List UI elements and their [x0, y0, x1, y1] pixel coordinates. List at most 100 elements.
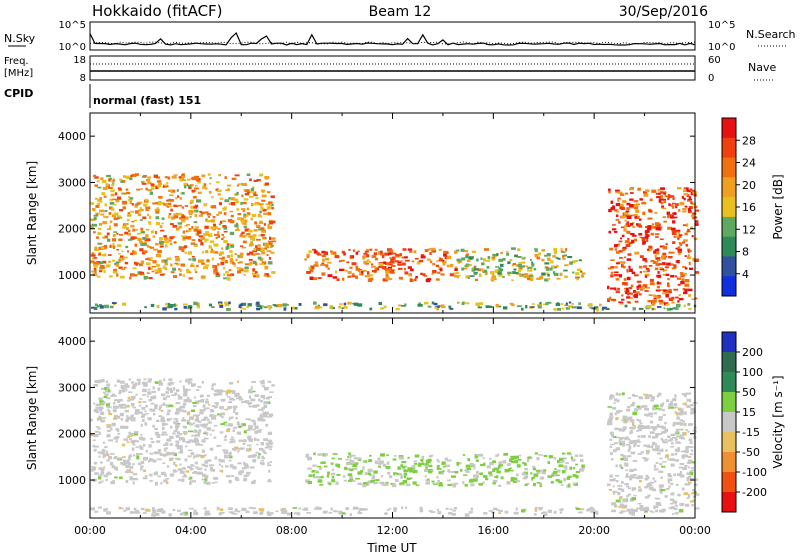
echo-cell [201, 478, 205, 481]
echo-cell [404, 476, 407, 479]
echo-cell [381, 266, 387, 270]
echo-cell [140, 467, 143, 471]
echo-cell [147, 388, 151, 391]
echo-cell [385, 276, 390, 280]
echo-cell [154, 428, 158, 430]
echo-cell [672, 220, 676, 224]
echo-cell [223, 439, 227, 441]
echo-cell [211, 482, 215, 484]
echo-cell [654, 254, 657, 258]
echo-cell [96, 380, 101, 384]
echo-cell [184, 225, 188, 227]
echo-cell [256, 224, 261, 227]
echo-cell [560, 247, 563, 251]
echo-cell [196, 233, 199, 236]
echo-cell [621, 506, 626, 509]
echo-cell [595, 511, 599, 515]
echo-cell [347, 456, 350, 459]
echo-cell [238, 304, 242, 309]
echo-cell [130, 210, 135, 213]
echo-cell [178, 225, 182, 229]
echo-cell [182, 467, 186, 470]
echo-cell [266, 511, 270, 515]
echo-cell [225, 475, 231, 478]
echo-cell [181, 478, 185, 482]
echo-cell [105, 478, 108, 481]
echo-cell [499, 263, 504, 267]
echo-cell [244, 465, 249, 469]
echo-cell [667, 194, 671, 198]
echo-cell [111, 238, 117, 242]
y-tick-label: 4000 [58, 335, 86, 348]
echo-cell [132, 228, 135, 232]
echo-cell [169, 205, 173, 208]
echo-cell [166, 199, 170, 202]
echo-cell [630, 404, 635, 407]
echo-cell [664, 421, 667, 425]
echo-cell [142, 418, 145, 422]
echo-cell [393, 252, 397, 255]
echo-cell [143, 378, 147, 381]
echo-cell [145, 209, 150, 211]
echo-cell [658, 263, 664, 266]
echo-cell [248, 438, 253, 442]
echo-cell [208, 464, 213, 467]
echo-cell [623, 212, 629, 216]
echo-cell [327, 267, 330, 270]
echo-cell [227, 218, 233, 223]
echo-cell [467, 458, 470, 462]
echo-cell [116, 379, 121, 383]
echo-cell [535, 469, 540, 472]
echo-cell [224, 176, 227, 179]
echo-cell [167, 215, 171, 219]
echo-cell [623, 278, 627, 281]
echo-cell [261, 194, 267, 198]
echo-cell [170, 271, 175, 274]
echo-cell [662, 269, 668, 271]
echo-cell [343, 479, 348, 482]
echo-cell [206, 259, 210, 263]
echo-cell [665, 273, 670, 276]
echo-cell [402, 465, 406, 469]
echo-cell [126, 415, 129, 418]
echo-cell [248, 425, 253, 429]
echo-cell [659, 457, 663, 460]
echo-cell [661, 426, 666, 430]
echo-cell [208, 190, 212, 194]
echo-cell [204, 464, 208, 468]
echo-cell [229, 464, 234, 468]
echo-cell [688, 206, 693, 210]
echo-cell [409, 250, 413, 253]
nave-tick-bottom: 0 [708, 73, 714, 84]
echo-cell [556, 302, 560, 306]
echo-cell [205, 264, 209, 267]
echo-cell [506, 252, 510, 256]
echo-cell [366, 254, 369, 258]
echo-cell [165, 404, 170, 408]
echo-cell [686, 187, 689, 191]
echo-cell [615, 244, 619, 247]
echo-cell [237, 183, 240, 185]
echo-cell [654, 233, 660, 236]
frequency-label: Freq. [4, 56, 29, 67]
echo-cell [488, 510, 493, 512]
echo-cell [633, 509, 638, 513]
echo-cell [667, 214, 673, 218]
echo-cell [247, 191, 250, 194]
echo-cell [401, 305, 405, 307]
echo-cell [260, 227, 265, 231]
echo-cell [654, 505, 659, 509]
echo-cell [196, 302, 200, 306]
echo-cell [256, 307, 260, 311]
echo-cell [193, 245, 198, 247]
echo-cell [120, 255, 124, 258]
echo-cell [106, 174, 111, 178]
echo-cell [691, 202, 696, 205]
echo-cell [168, 239, 172, 242]
echo-cell [218, 301, 223, 305]
echo-cell [385, 483, 388, 486]
frequency-unit-label: [MHz] [4, 68, 33, 79]
echo-cell [198, 429, 202, 433]
echo-cell [614, 265, 618, 269]
echo-cell [677, 250, 682, 253]
